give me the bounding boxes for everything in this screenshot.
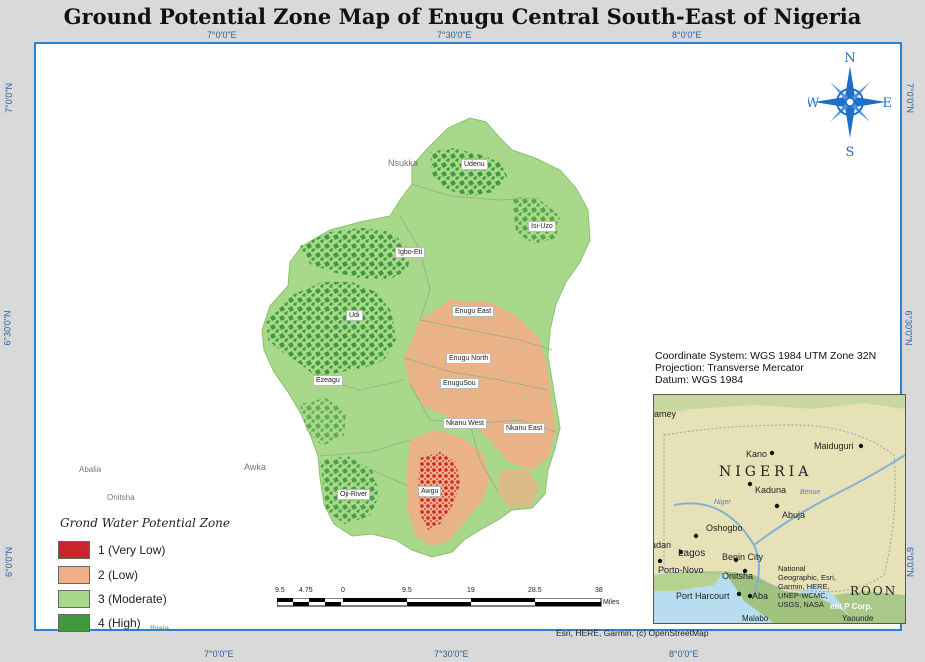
inset-label-partial: adan [653, 540, 672, 550]
place-nkanu-west: Nkanu West [443, 418, 487, 429]
legend-swatch [58, 541, 90, 559]
legend-swatch [58, 590, 90, 608]
place-ezeagu: Ezeagu [313, 375, 343, 386]
inset-city-aba: Aba [752, 591, 769, 601]
place-awgu: Awgu [418, 486, 442, 497]
legend-swatch [58, 614, 90, 632]
legend-item-very-low: 1 (Very Low) [58, 541, 218, 561]
compass-n: N [844, 51, 855, 66]
inset-country-label: NIGERIA [719, 464, 813, 480]
place-udi: Udi [346, 310, 363, 321]
legend-item-moderate: 3 (Moderate) [58, 590, 218, 610]
tick-bottom-8e: 8°0'0"E [669, 649, 699, 659]
scale-label: 28.5 [528, 587, 542, 594]
legend-label: 4 (High) [98, 616, 141, 630]
place-enugu-north: Enugu North [446, 353, 492, 364]
high-zone-udi [266, 282, 396, 378]
legend-label: 3 (Moderate) [98, 592, 167, 606]
high-zone-igbo-eti [300, 228, 410, 280]
inset-label-malabo: Malabo [742, 614, 769, 623]
inset-city-maiduguri: Maiduguri [814, 441, 854, 451]
inset-city-kano: Kano [746, 449, 768, 459]
place-oji-river: Oji-River [337, 489, 371, 500]
projection: Projection: Transverse Mercator [655, 362, 804, 374]
legend-item-high: 4 (High) [58, 614, 218, 634]
compass-w: W [808, 96, 820, 111]
inset-label-cameroon: ROON [850, 584, 898, 598]
inset-city-porto-novo: Porto-Novo [658, 565, 704, 575]
inset-city-onitsha: Onitsha [722, 571, 754, 581]
north-arrow-compass: N S E W [808, 51, 893, 160]
town-onitsha: Onitsha [107, 493, 135, 502]
place-enugu-south: EnuguSou [440, 378, 479, 389]
map-title: Ground Potential Zone Map of Enugu Centr… [63, 4, 862, 29]
town-nsukka: Nsukka [388, 158, 419, 168]
map-credit: Esri, HERE, Garmin, (c) OpenStreetMap [556, 628, 709, 638]
datum: Datum: WGS 1984 [655, 374, 744, 386]
scale-unit: Miles [603, 599, 620, 606]
scale-label: 9.5 [275, 587, 285, 594]
place-isi-uzo: Isi-Uzo [528, 221, 556, 232]
place-enugu-east: Enugu East [452, 306, 495, 317]
inset-city-abuja: Abuja [782, 510, 806, 520]
inset-city-benin-city: Benin City [722, 552, 764, 562]
inset-map-graphic [654, 395, 905, 623]
scale-label: 9.5 [402, 587, 412, 594]
coordinate-info: Coordinate System: WGS 1984 UTM Zone 32N… [655, 350, 876, 386]
scale-label: 19 [467, 587, 475, 594]
town-ihiala: Ihiala [150, 624, 170, 633]
high-zone-isi-uzo [512, 196, 560, 244]
low-zone-east [498, 470, 540, 508]
legend-title: Grond Water Potential Zone [60, 516, 231, 530]
inset-label-benue: Benue [800, 489, 821, 496]
tick-bottom-7e: 7°0'0"E [204, 649, 234, 659]
scale-label: 4.75 [299, 587, 313, 594]
tick-bottom-730e: 7°30'0"E [434, 649, 469, 659]
high-zone-ezeagu [300, 398, 346, 446]
compass-s: S [846, 145, 855, 160]
inset-city-port-harcourt: Port Harcourt [676, 591, 730, 601]
scale-label: 38 [595, 587, 603, 594]
inset-city-oshogbo: Oshogbo [706, 523, 743, 533]
town-abalia: Abalia [79, 465, 102, 474]
legend-item-low: 2 (Low) [58, 566, 218, 586]
legend-swatch [58, 566, 90, 584]
inset-label-niger: Niger [714, 499, 731, 506]
legend-label: 1 (Very Low) [98, 543, 166, 557]
inset-label-partial: amey [654, 409, 677, 419]
compass-e: E [883, 96, 893, 111]
place-udenu: Udenu [461, 159, 488, 170]
place-igbo-eti: Igbo-Eti [395, 247, 426, 258]
legend-label: 2 (Low) [98, 568, 139, 582]
tick-top-8e: 8°0'0"E [672, 30, 702, 40]
high-zone-udenu [430, 148, 508, 196]
scale-label: 0 [341, 587, 345, 594]
coordinate-system: Coordinate System: WGS 1984 UTM Zone 32N [655, 350, 877, 362]
inset-map-nigeria: amey adan Kano Maiduguri NIGERIA Kaduna … [653, 394, 906, 624]
inset-attribution: National Geographic, Esri, Garmin, HERE,… [778, 564, 836, 609]
inset-overlay-text: ent P Corp. [830, 602, 873, 611]
inset-city-kaduna: Kaduna [755, 485, 787, 495]
tick-top-730e: 7°30'0"E [437, 30, 472, 40]
inset-label-yaounde: Yaounde [842, 614, 874, 623]
town-awka: Awka [244, 462, 266, 472]
tick-top-7e: 7°0'0"E [207, 30, 237, 40]
inset-city-lagos: Lagos [678, 548, 706, 559]
scale-bar-graphic [277, 598, 602, 607]
place-nkanu-east: Nkanu East [503, 423, 546, 434]
